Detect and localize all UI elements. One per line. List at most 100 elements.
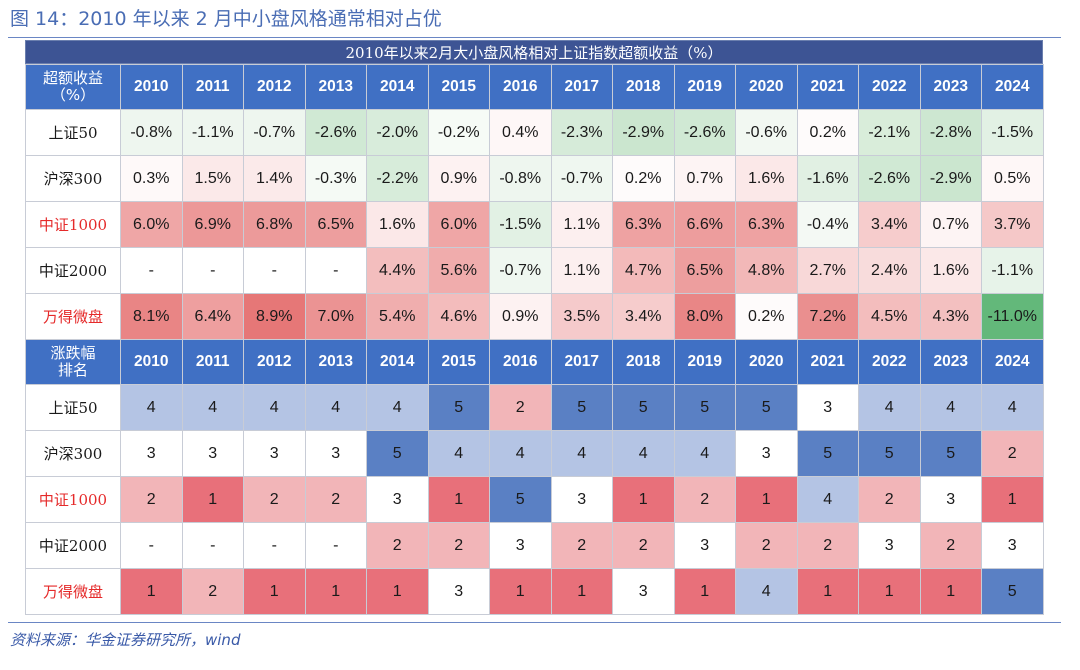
- rank_section-row: 上证50 4 4 4 4 4 5 2 5 5 5 5 3 4 4 4: [25, 384, 1044, 431]
- rank_section-cell: 4: [858, 384, 921, 431]
- rank_section-cell: 4: [981, 384, 1044, 431]
- excess_section-cell: 6.8%: [243, 201, 306, 248]
- excess_section-row-label: 万得微盘: [25, 293, 121, 340]
- year-header-2023: 2023: [919, 339, 982, 385]
- rank_section-cell: 4: [550, 430, 613, 477]
- excess_section-cell: 5.4%: [366, 293, 429, 340]
- rank_section-cell: 4: [120, 384, 183, 431]
- excess_section-cell: 3.5%: [550, 293, 613, 340]
- rank_section-cell: 4: [366, 384, 429, 431]
- excess_section-cell: 5.6%: [427, 247, 490, 294]
- excess_section-cell: 8.1%: [120, 293, 183, 340]
- rank_section-cell: 2: [181, 568, 244, 615]
- rank_section-header-row: 涨跌幅 排名 2010 2011 2012 2013 2014 2015 2016 2017 201…: [25, 339, 1044, 385]
- data-table-container: 2010年以来2月大小盘风格相对上证指数超额收益（%） 超额收益 （%） 2010 2…: [25, 40, 1044, 615]
- rank_section-cell: 4: [243, 384, 306, 431]
- rank_section-cell: 3: [735, 430, 798, 477]
- excess_section-cell: 1.5%: [181, 155, 244, 202]
- excess_section-cell: 4.8%: [735, 247, 798, 294]
- excess_section-cell: 0.9%: [489, 293, 552, 340]
- year-header-2014: 2014: [366, 339, 429, 385]
- excess_section-cell: -: [243, 247, 306, 294]
- year-header-2022: 2022: [858, 339, 921, 385]
- year-header-2012: 2012: [243, 64, 306, 110]
- rank_section-cell: 5: [550, 384, 613, 431]
- rank_section-cell: 1: [181, 476, 244, 523]
- rank_section-cell: 3: [427, 568, 490, 615]
- excess_section-cell: 6.3%: [612, 201, 675, 248]
- rank_section-cell: 1: [120, 568, 183, 615]
- rank_section-cell: 1: [673, 568, 736, 615]
- rank_section-row-label: 中证1000: [25, 476, 121, 523]
- rank_section-cell: 2: [366, 522, 429, 569]
- rank_section-cell: 3: [181, 430, 244, 477]
- year-header-2023: 2023: [919, 64, 982, 110]
- excess_section-cell: 0.2%: [796, 109, 859, 156]
- year-header-2015: 2015: [427, 339, 490, 385]
- excess_section-cell: -0.4%: [796, 201, 859, 248]
- excess_section-row: 万得微盘 8.1% 6.4% 8.9% 7.0% 5.4% 4.6% 0.9% 3.5% 3.4%…: [25, 293, 1044, 340]
- rank_section-header-label: 涨跌幅 排名: [25, 339, 121, 385]
- rank_section-cell: 5: [981, 568, 1044, 615]
- excess_section-cell: 0.7%: [673, 155, 736, 202]
- year-header-2019: 2019: [673, 64, 736, 110]
- excess_section-cell: -2.2%: [366, 155, 429, 202]
- rank_section-row: 中证1000 2 1 2 2 3 1 5 3 1 2 1 4 2 3 1: [25, 476, 1044, 523]
- table-title-banner: 2010年以来2月大小盘风格相对上证指数超额收益（%）: [25, 40, 1043, 64]
- rank_section-row-label: 沪深300: [25, 430, 121, 477]
- rank_section-cell: 4: [304, 384, 367, 431]
- rank_section-cell: 1: [243, 568, 306, 615]
- rank_section-cell: 5: [673, 384, 736, 431]
- title-divider: [8, 37, 1061, 38]
- year-header-2018: 2018: [612, 64, 675, 110]
- excess_section-cell: -0.3%: [304, 155, 367, 202]
- rank_section-cell: 2: [304, 476, 367, 523]
- excess_section-cell: 3.7%: [981, 201, 1044, 248]
- excess_section-cell: 6.9%: [181, 201, 244, 248]
- excess_section-row-label: 中证2000: [25, 247, 121, 294]
- excess_section-row: 上证50 -0.8% -1.1% -0.7% -2.6% -2.0% -0.2% 0.4% -2…: [25, 109, 1044, 156]
- rank_section-row: 万得微盘 1 2 1 1 1 3 1 1 3 1 4 1 1 1 5: [25, 568, 1044, 615]
- rank_section-cell: 1: [981, 476, 1044, 523]
- source-divider: [8, 622, 1061, 623]
- rank_section-cell: 5: [735, 384, 798, 431]
- rank_section-cell: 4: [919, 384, 982, 431]
- excess_section-cell: 7.2%: [796, 293, 859, 340]
- rank_section-cell: -: [304, 522, 367, 569]
- excess_section-cell: 1.1%: [550, 247, 613, 294]
- rank_section-cell: 4: [489, 430, 552, 477]
- excess_section-cell: -2.6%: [304, 109, 367, 156]
- rank_section-cell: 2: [858, 476, 921, 523]
- rank_section-cell: 2: [550, 522, 613, 569]
- excess_section-cell: 4.4%: [366, 247, 429, 294]
- year-header-2024: 2024: [981, 339, 1044, 385]
- rank_section-cell: 3: [673, 522, 736, 569]
- rank_section-cell: 5: [919, 430, 982, 477]
- excess_section-cell: -: [181, 247, 244, 294]
- year-header-2012: 2012: [243, 339, 306, 385]
- excess_section-cell: 2.7%: [796, 247, 859, 294]
- rank_section-cell: 5: [612, 384, 675, 431]
- excess_section-cell: 0.4%: [489, 109, 552, 156]
- excess_section-cell: 0.7%: [919, 201, 982, 248]
- excess_section-cell: -1.5%: [981, 109, 1044, 156]
- excess_section-cell: 1.6%: [735, 155, 798, 202]
- excess_section-cell: -0.8%: [120, 109, 183, 156]
- rank_section-cell: 5: [858, 430, 921, 477]
- year-header-2011: 2011: [181, 64, 244, 110]
- rank_section-cell: 3: [120, 430, 183, 477]
- source-note: 资料来源：华金证券研究所，wind: [10, 631, 241, 649]
- rank_section-cell: 3: [858, 522, 921, 569]
- year-header-2018: 2018: [612, 339, 675, 385]
- excess_section-cell: -2.9%: [612, 109, 675, 156]
- excess_section-cell: 1.6%: [366, 201, 429, 248]
- excess_section-cell: 1.6%: [919, 247, 982, 294]
- rank_section-cell: 2: [673, 476, 736, 523]
- year-header-2010: 2010: [120, 339, 183, 385]
- excess_section-cell: -2.8%: [919, 109, 982, 156]
- rank_section-cell: 3: [919, 476, 982, 523]
- excess_section-cell: 4.3%: [919, 293, 982, 340]
- year-header-2011: 2011: [181, 339, 244, 385]
- rank_section-row: 沪深300 3 3 3 3 5 4 4 4 4 4 3 5 5 5 2: [25, 430, 1044, 477]
- rank_section-cell: 3: [243, 430, 306, 477]
